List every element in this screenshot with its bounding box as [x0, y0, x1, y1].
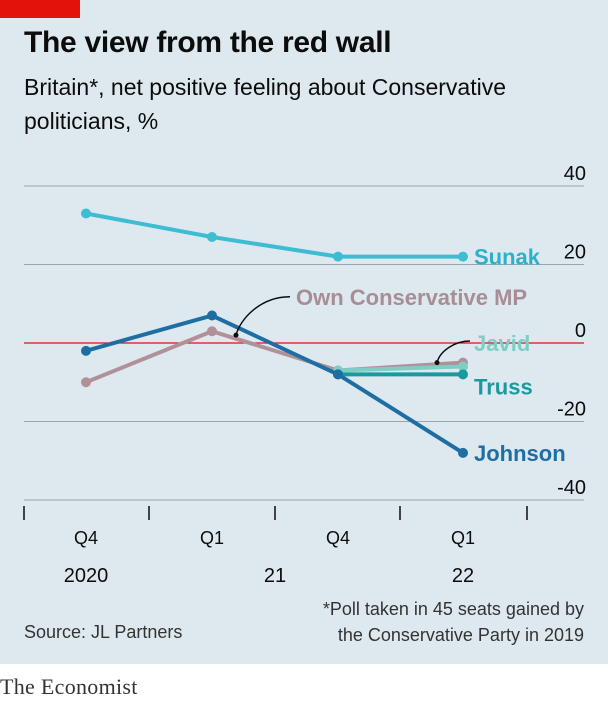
series-line-johnson: [84, 313, 465, 455]
x-tick-label-0: Q4: [74, 528, 98, 548]
data-point-own-conservative-mp-0: [81, 377, 91, 388]
data-point-own-conservative-mp-1: [207, 326, 217, 337]
callout-leader-javid: [436, 340, 471, 363]
data-point-sunak-3: [458, 251, 468, 262]
data-point-johnson-1: [207, 310, 217, 321]
data-point-sunak-1: [207, 232, 217, 243]
economist-red-tag: [0, 0, 80, 18]
footnote-line-2: the Conservative Party in 2019: [337, 625, 584, 645]
x-year-label-22: 22: [452, 565, 474, 587]
y-tick-label--20: -20: [557, 399, 586, 421]
source-note: Source: JL Partners: [24, 622, 183, 642]
economist-logo: The Economist: [0, 674, 138, 699]
series-label-sunak: Sunak: [474, 245, 541, 270]
series-label-own-conservative-mp: Own Conservative MP: [296, 285, 527, 310]
x-tick-label-1: Q1: [200, 528, 224, 548]
series-label-javid: Javid: [474, 331, 530, 356]
callout-dot-own-mp: [233, 332, 239, 338]
data-point-johnson-0: [81, 345, 91, 356]
data-point-johnson-3: [458, 447, 468, 458]
chart-subtitle: Britain*, net positive feeling about Con…: [24, 74, 507, 134]
data-point-sunak-0: [81, 208, 91, 219]
callout-leader-own-mp: [235, 296, 291, 336]
series-line-sunak: [84, 211, 465, 259]
chart-title: The view from the red wall: [24, 26, 392, 59]
data-point-johnson-2: [333, 369, 343, 380]
y-tick-label-0: 0: [575, 320, 586, 342]
series-label-truss: Truss: [474, 374, 533, 399]
series-line-javid: [336, 364, 465, 373]
callout-dot-javid: [434, 360, 440, 366]
y-tick-label-40: 40: [564, 163, 586, 185]
x-year-label-2020: 2020: [64, 565, 109, 587]
y-tick-label-20: 20: [564, 242, 586, 264]
data-point-sunak-2: [333, 251, 343, 262]
series-label-johnson: Johnson: [474, 441, 566, 466]
y-tick-label--40: -40: [557, 477, 586, 499]
x-year-label-21: 21: [264, 565, 286, 587]
footnote-line-1: *Poll taken in 45 seats gained by: [322, 599, 584, 619]
data-point-javid-3: [458, 361, 468, 372]
data-point-truss-3: [458, 369, 468, 380]
x-tick-label-3: Q1: [451, 528, 475, 548]
x-tick-label-2: Q4: [326, 528, 350, 548]
footnote: *Poll taken in 45 seats gained by the Co…: [323, 596, 584, 648]
line-chart: 40 20 0 -20 -40 Q4 Q1 Q4 Q1 2020 21 22 Sunak Javid Tru…: [23, 163, 586, 587]
chart-panel: [0, 0, 608, 664]
